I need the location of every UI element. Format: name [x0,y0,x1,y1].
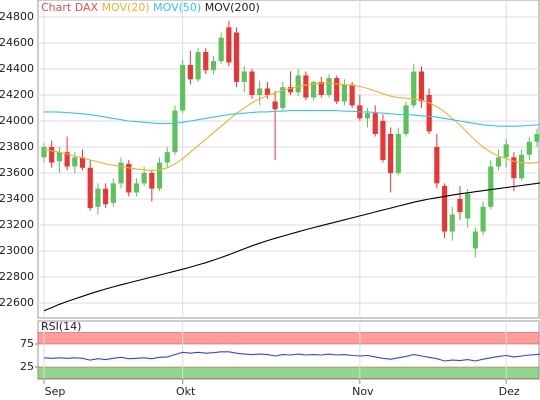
candle-body [472,231,478,249]
candle-body [349,84,355,106]
candle-body [403,105,409,134]
y-tick-label: 24200 [0,88,34,101]
candle-body [480,206,486,232]
legend: Chart DAX MOV(20) MOV(50) MOV(200) [41,1,260,14]
candle-body [280,87,286,108]
candle-body [534,133,540,142]
candle-body [41,146,47,158]
candle-body [434,146,440,184]
candle-body [518,154,525,179]
series-line [43,351,540,362]
candle-body [380,120,386,160]
y-tick-label: 25 [20,360,34,373]
y-tick-label: 24400 [0,62,34,75]
series-line [43,82,540,171]
candle-body [411,71,417,106]
candle-body [326,78,332,95]
candle-body [257,88,263,95]
candle-body [195,52,201,80]
y-tick-label: 23800 [0,140,34,153]
candle-body [233,32,240,82]
candle-body [164,152,170,163]
candle-body [149,172,155,189]
candle-body [218,37,224,62]
y-tick-label: 23400 [0,192,34,205]
candle-body [449,214,455,232]
candle-body [311,81,317,98]
legend-entry: MOV(20) [102,1,150,14]
candle-body [133,183,140,193]
candle-body [465,193,471,219]
candle-body [203,52,209,71]
candle-body [79,157,86,168]
candle-body [72,157,78,167]
candle-body [95,188,101,207]
chart-title: Chart DAX [41,1,99,14]
series-line [43,182,540,312]
candle-body [457,198,463,212]
y-tick-label: 22800 [0,270,34,283]
candle-body [441,185,448,232]
candle-body [49,146,55,163]
candle-body [488,166,494,207]
candle-body [118,162,124,184]
y-tick-label: 22600 [0,296,34,309]
candle-body [495,157,502,167]
legend-entry: MOV(200) [205,1,260,14]
candle-body [334,78,340,102]
candle-body [103,188,109,205]
candle-body [249,71,255,95]
candle-body [172,110,178,153]
candle-body [318,81,324,95]
candle-body [526,141,532,155]
y-tick-label: 23200 [0,218,34,231]
candles [41,20,540,258]
y-tick-label: 24800 [0,10,34,23]
y-tick-label: 23600 [0,166,34,179]
candle-body [341,84,348,102]
candle-body [272,101,278,110]
candle-body [426,94,432,132]
candle-body [287,87,294,93]
candle-body [156,162,163,189]
legend-entry: MOV(50) [153,1,201,14]
x-tick-label: Nov [352,385,374,398]
candle-body [64,152,70,167]
candle-body [388,133,394,173]
candle-body [241,71,247,82]
candle-body [395,133,401,173]
x-tick-label: Dez [499,385,520,398]
candle-body [264,88,270,95]
x-tick-label: Sep [45,385,66,398]
candle-body [180,65,186,111]
candle-body [110,183,116,203]
panel-title: RSI(14) [41,320,81,333]
y-tick-label: 24600 [0,36,34,49]
rsi-band [37,332,540,345]
candle-body [303,75,309,98]
y-tick-label: 23000 [0,244,34,257]
series-line [44,110,540,127]
candle-body [511,157,517,179]
candle-body [372,113,378,134]
candle-body [56,152,63,162]
rsi-band [37,366,540,379]
y-tick-label: 24000 [0,114,34,127]
candle-body [364,113,371,119]
candle-body [226,27,232,63]
candle-body [210,61,217,71]
candle-body [141,172,147,184]
candle-body [503,144,509,158]
x-tick-label: Okt [176,385,196,398]
candle-body [126,163,132,193]
candle-body [87,167,93,209]
candle-body [187,65,193,80]
plot-frame [37,0,540,319]
y-tick-label: 75 [20,337,34,350]
candle-body [418,71,425,102]
candle-body [295,75,301,93]
